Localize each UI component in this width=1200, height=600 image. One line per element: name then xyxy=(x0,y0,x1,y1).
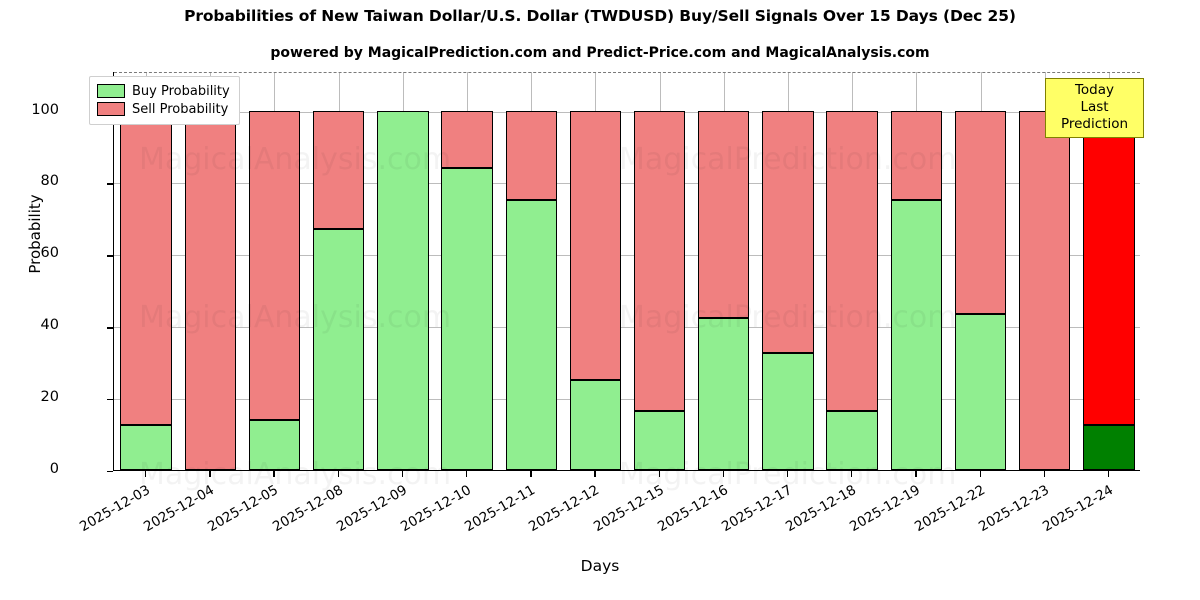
bar-segment-buy[interactable] xyxy=(762,353,814,470)
plot-inner: MagicalAnalysis.comMagicalPrediction.com… xyxy=(114,71,1140,492)
bar-segment-buy[interactable] xyxy=(377,110,429,470)
x-tick-mark-2025-12-09 xyxy=(401,471,404,477)
bar-segment-buy[interactable] xyxy=(890,200,942,470)
y-axis-label: Probability xyxy=(26,194,44,274)
y-tick-mark-40 xyxy=(107,327,113,329)
bar-segment-buy[interactable] xyxy=(569,380,622,470)
today-annotation-line2: Last Prediction xyxy=(1060,99,1129,132)
chart-title: Probabilities of New Taiwan Dollar/U.S. … xyxy=(184,7,1016,25)
dashed-reference-line xyxy=(114,72,1140,73)
bar-2025-12-03[interactable] xyxy=(120,71,172,470)
bar-segment-sell[interactable] xyxy=(890,110,942,201)
bar-segment-sell[interactable] xyxy=(954,110,1007,315)
legend-label-buy: Buy Probability xyxy=(132,83,230,99)
y-tick-mark-0 xyxy=(107,471,113,473)
bar-2025-12-10[interactable] xyxy=(441,71,493,470)
bar-2025-12-24[interactable] xyxy=(1083,71,1135,470)
x-tick-mark-2025-12-05 xyxy=(273,471,275,477)
x-tick-mark-2025-12-04 xyxy=(209,471,211,477)
bar-segment-sell[interactable] xyxy=(248,110,301,420)
bar-segment-buy[interactable] xyxy=(954,314,1007,470)
y-tick-mark-20 xyxy=(107,399,113,401)
bar-segment-buy[interactable] xyxy=(248,419,301,470)
y-tick-label-40: 40 xyxy=(40,317,59,334)
bar-segment-sell[interactable] xyxy=(184,110,236,470)
bar-2025-12-08[interactable] xyxy=(312,71,365,470)
chart-subtitle: powered by MagicalPrediction.com and Pre… xyxy=(270,45,930,61)
gridline-y-60 xyxy=(114,255,1140,257)
bar-2025-12-23[interactable] xyxy=(1019,71,1071,470)
gridline-y-80 xyxy=(114,183,1140,185)
legend-swatch-sell-icon xyxy=(97,102,125,116)
x-tick-mark-2025-12-12 xyxy=(594,471,596,477)
bar-segment-buy[interactable] xyxy=(312,229,365,470)
bar-2025-12-12[interactable] xyxy=(569,71,622,470)
x-tick-mark-2025-12-23 xyxy=(1043,471,1046,477)
bar-2025-12-17[interactable] xyxy=(762,71,814,470)
bar-segment-sell[interactable] xyxy=(633,110,686,412)
legend-label-sell: Sell Probability xyxy=(132,101,229,117)
x-axis-label: Days xyxy=(580,557,620,575)
y-tick-label-0: 0 xyxy=(49,461,59,477)
bar-segment-sell[interactable] xyxy=(762,110,814,354)
gridline-y-20 xyxy=(114,399,1140,401)
bar-2025-12-15[interactable] xyxy=(633,71,686,470)
x-tick-mark-2025-12-10 xyxy=(466,471,468,477)
bar-segment-sell[interactable] xyxy=(312,110,365,230)
x-tick-mark-2025-12-19 xyxy=(915,471,917,477)
x-tick-mark-2025-12-18 xyxy=(851,471,853,477)
x-tick-mark-2025-12-17 xyxy=(786,471,789,477)
x-tick-mark-2025-12-08 xyxy=(337,471,339,477)
x-tick-mark-2025-12-22 xyxy=(979,471,981,477)
bar-segment-sell[interactable] xyxy=(569,110,622,381)
x-tick-mark-2025-12-11 xyxy=(530,471,532,477)
bar-segment-sell[interactable] xyxy=(698,110,750,318)
y-tick-label-80: 80 xyxy=(40,173,59,190)
today-annotation-line1: Today xyxy=(1074,82,1115,98)
legend-swatch-buy-icon xyxy=(97,84,125,98)
bar-2025-12-22[interactable] xyxy=(954,71,1007,470)
bar-2025-12-09[interactable] xyxy=(377,71,429,470)
plot-area: MagicalAnalysis.comMagicalPrediction.com… xyxy=(113,71,1140,492)
bar-segment-buy[interactable] xyxy=(441,168,493,470)
bar-segment-sell[interactable] xyxy=(505,110,557,201)
bar-segment-buy[interactable] xyxy=(505,200,557,470)
y-tick-label-60: 60 xyxy=(40,245,59,262)
legend-item-sell: Sell Probability xyxy=(97,100,230,118)
legend-item-buy: Buy Probability xyxy=(97,82,230,100)
x-tick-mark-2025-12-16 xyxy=(722,471,725,477)
x-tick-mark-2025-12-15 xyxy=(658,471,660,477)
y-tick-label-20: 20 xyxy=(40,389,59,406)
bar-2025-12-11[interactable] xyxy=(505,71,557,470)
bar-2025-12-16[interactable] xyxy=(698,71,750,470)
bar-2025-12-04[interactable] xyxy=(184,71,236,470)
bar-2025-12-19[interactable] xyxy=(890,71,942,470)
bar-segment-sell[interactable] xyxy=(1083,110,1135,426)
bar-segment-buy[interactable] xyxy=(826,411,878,470)
gridline-y-100 xyxy=(114,111,1140,113)
y-tick-label-100: 100 xyxy=(31,101,59,118)
bar-segment-buy[interactable] xyxy=(1083,425,1135,470)
bar-2025-12-18[interactable] xyxy=(826,71,878,470)
bar-2025-12-05[interactable] xyxy=(248,71,301,470)
x-tick-mark-2025-12-03 xyxy=(145,471,147,477)
y-tick-mark-60 xyxy=(107,255,113,257)
x-tick-mark-2025-12-24 xyxy=(1107,471,1110,477)
bar-segment-sell[interactable] xyxy=(826,110,878,412)
y-tick-mark-80 xyxy=(107,183,113,185)
bar-segment-buy[interactable] xyxy=(633,411,686,470)
chart-legend: Buy Probability Sell Probability xyxy=(89,76,240,125)
bar-segment-sell[interactable] xyxy=(1019,110,1071,470)
gridline-y-40 xyxy=(114,327,1140,329)
bar-segment-buy[interactable] xyxy=(120,425,172,470)
today-annotation: Today Last Prediction xyxy=(1045,78,1144,138)
bar-segment-buy[interactable] xyxy=(698,317,750,470)
bar-segment-sell[interactable] xyxy=(120,110,172,426)
bar-segment-sell[interactable] xyxy=(441,110,493,169)
